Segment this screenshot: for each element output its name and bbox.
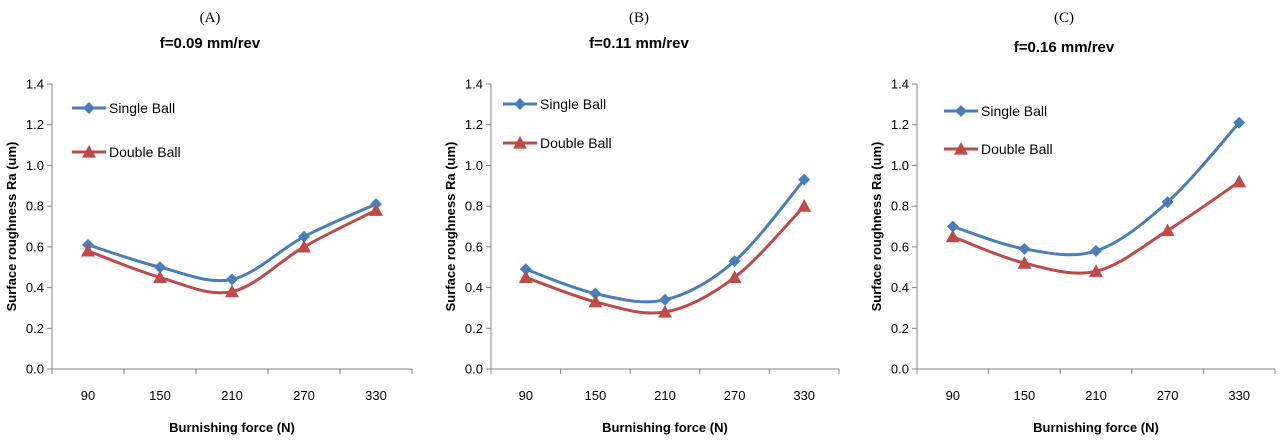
x-tick-label: 210 xyxy=(221,388,243,403)
x-tick-label: 270 xyxy=(293,388,315,403)
legend-marker xyxy=(513,136,527,149)
y-axis-title: Surface roughness Ra (um) xyxy=(869,142,884,312)
legend-marker xyxy=(83,102,95,114)
y-tick-label: 0.8 xyxy=(465,199,483,214)
x-tick-label: 90 xyxy=(81,388,95,403)
x-axis-title: Burnishing force (N) xyxy=(602,420,728,435)
x-tick-label: 90 xyxy=(519,388,533,403)
y-tick-label: 0.2 xyxy=(891,321,909,336)
y-tick-label: 1.0 xyxy=(465,158,483,173)
y-tick-label: 1.2 xyxy=(465,117,483,132)
data-point-triangle xyxy=(81,243,95,257)
y-tick-label: 0.2 xyxy=(465,321,483,336)
data-point-diamond xyxy=(589,287,602,300)
data-point-diamond xyxy=(728,255,741,268)
legend-label: Double Ball xyxy=(109,144,181,160)
x-tick-label: 330 xyxy=(365,388,387,403)
data-point-diamond xyxy=(519,263,532,276)
y-tick-label: 0.8 xyxy=(891,199,909,214)
data-point-diamond xyxy=(1090,244,1102,257)
series-line-double-ball xyxy=(952,180,1241,275)
legend-label: Single Ball xyxy=(540,96,606,112)
chart-title: f=0.16 mm/rev xyxy=(1014,39,1115,56)
chart-title: f=0.11 mm/rev xyxy=(589,35,689,52)
chart-panel-3: (C) f=0.16 mm/rev 0.0 0.2 0.4 0.6 0.8 1.0 1.2 1.4… xyxy=(869,10,1276,435)
legend-label: Single Ball xyxy=(981,103,1047,119)
data-point-diamond xyxy=(1161,196,1174,209)
y-tick-label: 1.0 xyxy=(26,158,44,173)
data-point-triangle xyxy=(518,270,533,283)
legend-marker xyxy=(82,145,96,158)
x-tick-label: 270 xyxy=(724,388,746,403)
x-tick-label: 90 xyxy=(946,388,960,403)
x-tick-label: 150 xyxy=(1014,388,1036,403)
y-tick-label: 1.4 xyxy=(465,77,483,92)
x-tick-label: 150 xyxy=(149,388,171,403)
x-axis-title: Burnishing force (N) xyxy=(169,420,295,435)
legend-label: Double Ball xyxy=(540,135,612,151)
y-axis-title: Surface roughness Ra (um) xyxy=(4,142,19,312)
y-tick-label: 0.8 xyxy=(26,199,44,214)
x-tick-label: 210 xyxy=(654,388,676,403)
y-tick-label: 0.2 xyxy=(26,321,44,336)
chart-title: f=0.09 mm/rev xyxy=(160,35,261,52)
data-point-triangle xyxy=(945,229,960,243)
x-tick-label: 330 xyxy=(793,388,815,403)
x-tick-label: 210 xyxy=(1085,388,1107,403)
data-point-diamond xyxy=(1018,242,1031,255)
legend-label: Double Ball xyxy=(981,141,1053,157)
data-point-triangle xyxy=(588,294,603,308)
data-point-diamond xyxy=(798,173,811,186)
data-point-triangle xyxy=(658,305,672,318)
data-point-diamond xyxy=(298,230,310,243)
legend-marker xyxy=(954,142,968,155)
legend-marker xyxy=(514,98,526,110)
chart-panel-2: (B) f=0.11 mm/rev 0.0 0.2 0.4 0.6 0.8 1.0 1.2 1.4… xyxy=(443,10,840,435)
data-point-triangle xyxy=(225,284,239,298)
y-tick-label: 0.0 xyxy=(891,362,909,377)
data-point-diamond xyxy=(226,273,238,286)
data-point-triangle xyxy=(1017,256,1032,269)
panel-label: (C) xyxy=(1054,10,1074,26)
data-point-triangle xyxy=(727,270,742,283)
y-tick-label: 0.6 xyxy=(891,239,909,254)
y-tick-label: 1.0 xyxy=(891,158,909,173)
y-axis-title: Surface roughness Ra (um) xyxy=(443,142,458,312)
data-point-triangle xyxy=(1160,223,1175,237)
data-point-triangle xyxy=(153,270,167,283)
x-axis-title: Burnishing force (N) xyxy=(1033,420,1159,435)
series-line-single-ball xyxy=(525,178,806,304)
data-point-diamond xyxy=(1233,116,1246,129)
data-point-triangle xyxy=(1232,174,1247,188)
data-point-triangle xyxy=(297,239,311,253)
panel-label: (B) xyxy=(629,10,649,26)
y-tick-label: 0.4 xyxy=(26,280,44,295)
legend-marker xyxy=(955,105,967,117)
data-point-triangle xyxy=(1089,264,1103,277)
panel-label: (A) xyxy=(200,10,221,26)
legend-label: Single Ball xyxy=(109,100,175,116)
x-tick-label: 150 xyxy=(585,388,607,403)
x-tick-label: 270 xyxy=(1157,388,1179,403)
y-tick-label: 1.2 xyxy=(891,117,909,132)
y-tick-label: 0.4 xyxy=(465,280,483,295)
y-tick-label: 1.4 xyxy=(891,77,909,92)
y-tick-label: 0.0 xyxy=(26,362,44,377)
y-tick-label: 0.6 xyxy=(465,239,483,254)
y-tick-label: 0.0 xyxy=(465,362,483,377)
data-point-diamond xyxy=(946,220,959,233)
data-point-diamond xyxy=(154,261,166,274)
y-tick-label: 1.4 xyxy=(26,77,44,92)
y-tick-label: 0.6 xyxy=(26,239,44,254)
chart-panel-1: (A) f=0.09 mm/rev 0.0 0.2 0.4 0.6 0.8 1.0 1.2 1.4… xyxy=(4,10,413,435)
y-tick-label: 1.2 xyxy=(26,117,44,132)
data-point-triangle xyxy=(369,203,383,216)
data-point-diamond xyxy=(659,293,671,306)
y-tick-label: 0.4 xyxy=(891,280,909,295)
x-tick-label: 330 xyxy=(1228,388,1250,403)
data-point-triangle xyxy=(797,199,812,212)
